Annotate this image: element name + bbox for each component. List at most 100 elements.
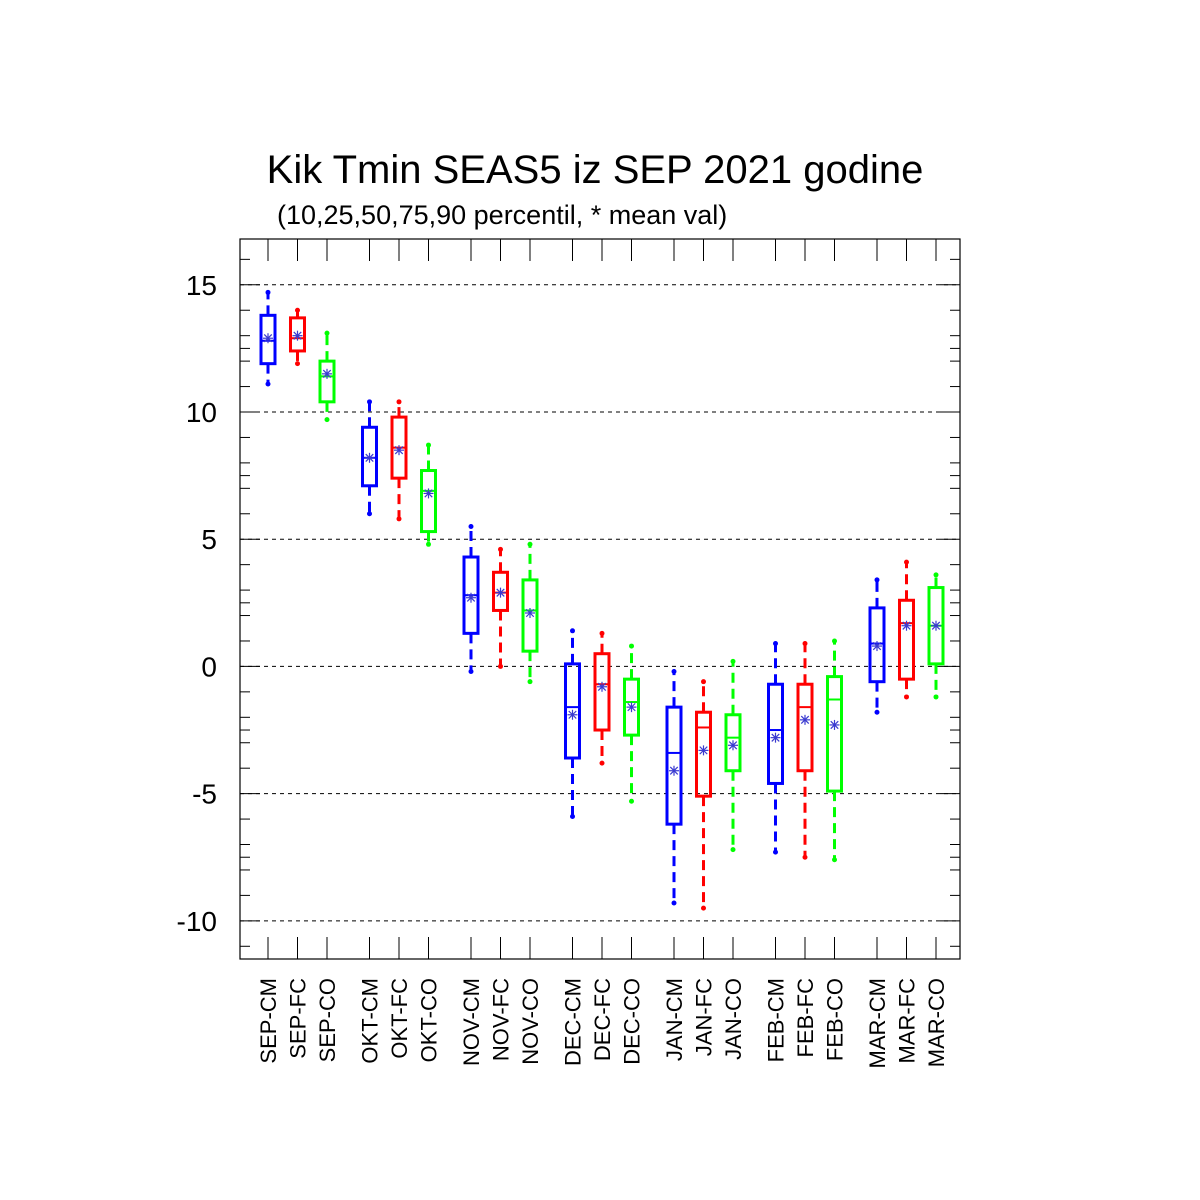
p10-marker bbox=[295, 361, 300, 367]
p10-marker bbox=[874, 709, 880, 715]
p90-marker bbox=[426, 442, 431, 448]
box-mar-cm bbox=[868, 577, 886, 715]
iqr-box bbox=[665, 705, 683, 826]
p90-marker bbox=[295, 307, 300, 313]
p90-marker bbox=[324, 330, 330, 336]
mean-marker bbox=[901, 620, 912, 631]
p90-marker bbox=[874, 577, 880, 583]
iqr-box bbox=[593, 652, 611, 732]
x-tick-label: SEP-CM bbox=[256, 978, 281, 1064]
mean-marker bbox=[423, 488, 434, 499]
box-dec-cm bbox=[564, 628, 581, 820]
mean-marker bbox=[770, 732, 781, 743]
p90-marker bbox=[701, 679, 706, 685]
box-sep-co bbox=[318, 330, 336, 423]
x-tick-label: DEC-CM bbox=[561, 978, 586, 1066]
p10-marker bbox=[570, 814, 575, 820]
p10-marker bbox=[426, 541, 431, 547]
p10-marker bbox=[265, 381, 271, 387]
mean-marker bbox=[728, 740, 738, 751]
mean-marker bbox=[698, 745, 709, 756]
mean-marker bbox=[292, 330, 303, 341]
x-tick-label: FEB-CM bbox=[764, 978, 789, 1062]
box-sep-cm bbox=[259, 289, 277, 387]
mean-marker bbox=[466, 592, 476, 603]
p90-marker bbox=[527, 541, 533, 547]
x-tick-label: NOV-CM bbox=[459, 978, 484, 1066]
x-tick-label: FEB-FC bbox=[793, 978, 818, 1058]
x-tick-label: JAN-CM bbox=[662, 978, 687, 1061]
p90-marker bbox=[832, 638, 837, 644]
iqr-box bbox=[259, 313, 277, 366]
x-tick-label: FEB-CO bbox=[823, 978, 848, 1061]
p90-marker bbox=[599, 630, 605, 636]
box-sep-fc bbox=[289, 307, 306, 367]
box-jan-fc bbox=[695, 679, 712, 911]
iqr-box bbox=[289, 316, 306, 353]
plot-frame bbox=[239, 238, 961, 960]
iqr-box bbox=[695, 710, 712, 798]
p10-marker bbox=[730, 847, 736, 853]
p10-marker bbox=[832, 857, 837, 863]
box-feb-cm bbox=[767, 641, 784, 855]
p90-marker bbox=[933, 572, 939, 578]
x-tick-label: DEC-CO bbox=[620, 978, 645, 1065]
mean-marker bbox=[364, 452, 375, 463]
p90-marker bbox=[629, 643, 634, 649]
x-tick-label: JAN-FC bbox=[692, 978, 717, 1056]
iqr-box bbox=[796, 682, 814, 773]
p10-marker bbox=[904, 694, 909, 700]
mean-marker bbox=[597, 681, 607, 692]
mean-marker bbox=[626, 702, 637, 713]
mean-marker bbox=[829, 719, 840, 730]
box-mar-co bbox=[927, 572, 945, 700]
grid-lines bbox=[240, 284, 960, 922]
box-nov-cm bbox=[462, 523, 480, 675]
p10-marker bbox=[701, 905, 706, 911]
p10-marker bbox=[629, 798, 634, 804]
mean-marker bbox=[872, 641, 882, 652]
x-tick-label: DEC-FC bbox=[590, 978, 615, 1061]
box-nov-fc bbox=[492, 546, 509, 669]
p10-marker bbox=[933, 694, 939, 700]
x-tick-label: OKT-FC bbox=[387, 978, 412, 1059]
p90-marker bbox=[904, 559, 909, 565]
y-tick-label: -10 bbox=[177, 906, 217, 937]
y-tick-label: 0 bbox=[201, 651, 217, 682]
p10-marker bbox=[396, 516, 402, 522]
x-tick-label: OKT-CM bbox=[358, 978, 383, 1064]
box-jan-co bbox=[724, 658, 742, 853]
mean-marker bbox=[263, 333, 273, 344]
iqr-box bbox=[826, 675, 843, 793]
p10-marker bbox=[324, 417, 330, 423]
p10-marker bbox=[599, 760, 605, 766]
box-okt-cm bbox=[361, 399, 378, 517]
p90-marker bbox=[773, 641, 778, 647]
x-tick-label: NOV-CO bbox=[518, 978, 543, 1065]
x-tick-label: NOV-FC bbox=[489, 978, 514, 1061]
iqr-box bbox=[868, 606, 886, 684]
x-tick-label: JAN-CO bbox=[721, 978, 746, 1060]
iqr-box bbox=[898, 598, 915, 681]
iqr-box bbox=[492, 570, 509, 612]
mean-marker bbox=[525, 607, 535, 618]
iqr-box bbox=[564, 662, 581, 760]
mean-marker bbox=[567, 709, 578, 720]
box-jan-cm bbox=[665, 669, 683, 906]
p10-marker bbox=[802, 854, 808, 860]
chart-title: Kik Tmin SEAS5 iz SEP 2021 godine bbox=[266, 148, 924, 192]
mean-marker bbox=[394, 445, 404, 456]
y-tick-label: 5 bbox=[201, 524, 217, 555]
mean-marker bbox=[931, 620, 941, 631]
x-tick-label: SEP-FC bbox=[286, 978, 311, 1059]
axes bbox=[239, 238, 961, 960]
box-feb-co bbox=[826, 638, 843, 863]
p10-marker bbox=[367, 511, 372, 517]
y-tick-label: -5 bbox=[192, 779, 217, 810]
mean-marker bbox=[495, 587, 506, 598]
iqr-box bbox=[318, 359, 336, 404]
p10-marker bbox=[671, 900, 677, 906]
box-nov-co bbox=[521, 541, 539, 685]
mean-marker bbox=[669, 765, 679, 776]
